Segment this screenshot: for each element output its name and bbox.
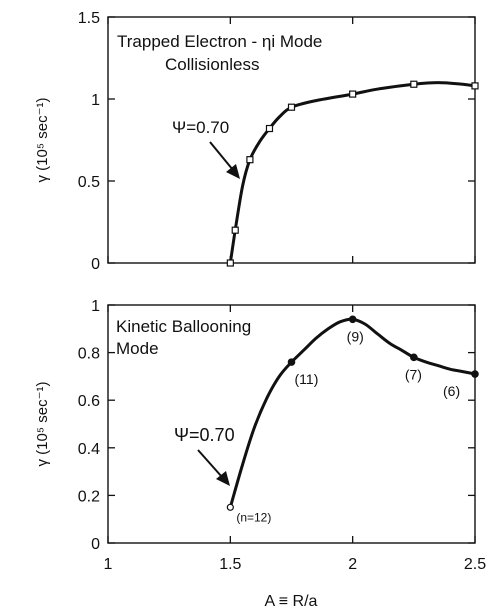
data-point xyxy=(410,353,418,362)
y-tick-label: 1.5 xyxy=(78,10,100,27)
plot-frame xyxy=(107,304,476,544)
point-label: (n=12) xyxy=(236,510,271,524)
plot-frame xyxy=(107,16,476,264)
panel-kinetic-ballooning: 0 0.2 0.4 0.6 0.8 1 γ (10⁵ sec⁻¹) Kinetic Bal… xyxy=(34,298,486,573)
y-tick-label: 0.2 xyxy=(78,488,100,505)
panel-trapped-electron: 0 0.5 1 1.5 γ (10⁵ sec⁻¹) Trapped Electron … xyxy=(34,10,479,273)
y-tick-label: 0 xyxy=(91,256,100,273)
tick-marks xyxy=(107,16,476,264)
data-point xyxy=(471,370,479,378)
chart-title: Kinetic Ballooning xyxy=(116,317,251,336)
y-tick-label: 0.8 xyxy=(78,346,100,363)
data-point xyxy=(287,103,296,111)
point-labels: (n=12) (11) (9) (7) (6) xyxy=(236,328,460,524)
y-tick-label: 0 xyxy=(91,536,100,553)
data-markers xyxy=(226,80,479,267)
y-axis-label: γ (10⁵ sec⁻¹) xyxy=(34,382,51,467)
x-tick-label: 2.5 xyxy=(464,556,486,573)
annotation-arrow-head xyxy=(216,471,230,486)
y-tick-label: 0.6 xyxy=(78,393,100,410)
x-tick-label: 1 xyxy=(104,556,113,573)
tick-labels: 0 0.5 1 1.5 xyxy=(78,10,100,273)
y-tick-label: 1 xyxy=(91,298,100,315)
y-axis-label: γ (10⁵ sec⁻¹) xyxy=(34,98,51,183)
x-tick-label: 1.5 xyxy=(219,556,241,573)
data-point xyxy=(349,90,357,98)
point-label: (9) xyxy=(347,328,364,344)
x-axis-label: A ≡ R/a xyxy=(265,593,318,610)
tick-marks xyxy=(107,304,476,544)
data-point xyxy=(287,358,296,366)
y-tick-label: 0.4 xyxy=(78,441,100,458)
data-point xyxy=(226,259,234,267)
point-label: (6) xyxy=(443,383,460,399)
point-label: (7) xyxy=(405,366,422,382)
growth-rate-curve xyxy=(228,81,477,265)
growth-rate-curve xyxy=(228,317,477,509)
data-point xyxy=(265,124,274,133)
data-point xyxy=(410,80,418,88)
y-tick-label: 0.5 xyxy=(78,174,100,191)
tick-labels: 0 0.2 0.4 0.6 0.8 1 xyxy=(78,298,100,553)
annotation-arrow-head xyxy=(226,164,240,179)
annotation-arrow-line xyxy=(197,449,223,478)
psi-annotation: Ψ=0.70 xyxy=(172,118,229,137)
chart-subtitle: Mode xyxy=(116,339,159,358)
data-point xyxy=(226,503,234,511)
x-tick-label: 2 xyxy=(348,556,357,573)
y-tick-label: 1 xyxy=(91,92,100,109)
psi-annotation: Ψ=0.70 xyxy=(174,425,235,445)
data-point xyxy=(471,82,479,90)
x-tick-labels: 1 1.5 2 2.5 xyxy=(104,556,487,573)
chart-subtitle: Collisionless xyxy=(165,55,259,74)
data-point xyxy=(348,315,357,324)
point-label: (11) xyxy=(295,371,319,387)
annotation-arrow-line xyxy=(209,141,234,171)
data-markers xyxy=(226,315,479,511)
chart-title: Trapped Electron - ηi Mode xyxy=(117,32,322,51)
data-point xyxy=(231,226,239,234)
data-point xyxy=(246,156,254,164)
